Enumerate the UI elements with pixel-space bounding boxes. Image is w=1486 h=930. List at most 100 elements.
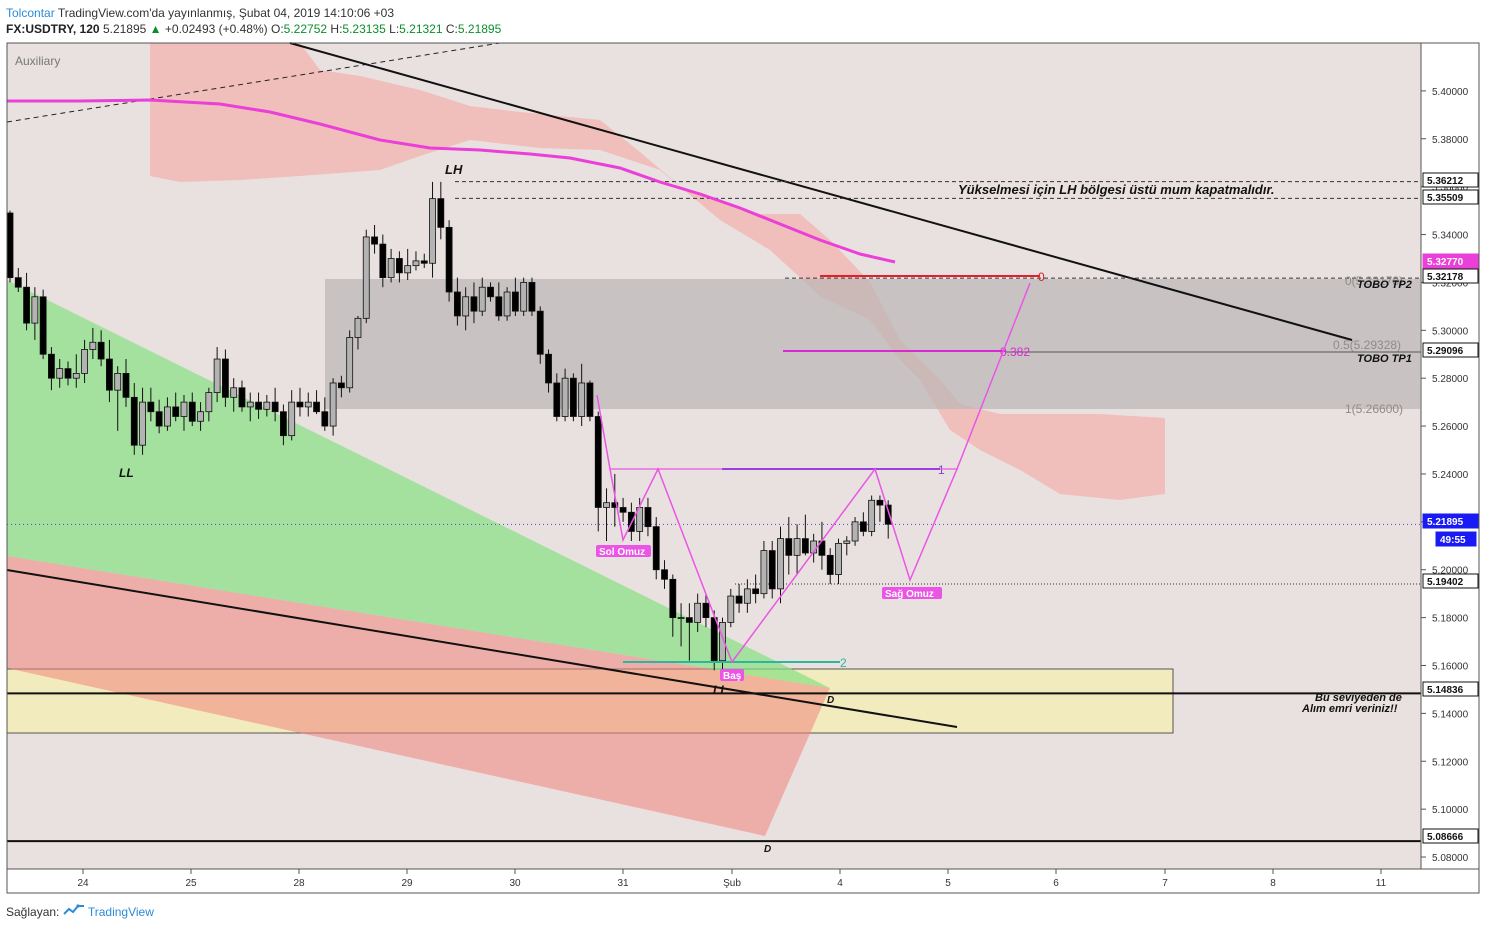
fib-0382-label: 0.382 — [1000, 345, 1030, 359]
candle-body — [222, 358, 229, 398]
price-tag-text: 5.32770 — [1427, 257, 1464, 268]
d-label-2: D — [764, 844, 771, 855]
x-tick-label: 25 — [185, 878, 197, 889]
cloud-area — [150, 43, 1165, 500]
x-tick-label: 6 — [1053, 878, 1059, 889]
y-tick-label: 5.16000 — [1432, 661, 1469, 672]
tobo-tp2-label: TOBO TP2 — [1357, 279, 1412, 291]
buy-note-1: Bu seviyeden de — [1315, 692, 1402, 704]
candle-body — [296, 401, 304, 408]
candle-body — [97, 341, 105, 360]
candle-body — [553, 382, 561, 417]
dashed-trendline — [6, 42, 501, 123]
up-arrow-icon: ▲ — [149, 22, 162, 36]
candle-body — [420, 260, 428, 264]
candle-body — [478, 286, 486, 312]
candle-body — [793, 538, 801, 556]
x-tick-label: 7 — [1162, 878, 1168, 889]
candle-body — [603, 502, 610, 508]
ohlc-high-label: H: — [330, 22, 343, 36]
candle-body — [362, 236, 370, 319]
candle-body — [31, 296, 39, 324]
candle-body — [735, 595, 743, 604]
candle-body — [180, 401, 188, 417]
candle-body — [395, 258, 403, 274]
candle-body — [545, 353, 552, 384]
candle-body — [470, 296, 478, 312]
candle-body — [777, 538, 784, 590]
candle-body — [760, 550, 768, 595]
symbol-label[interactable]: FX:USDTRY, 120 — [6, 22, 100, 36]
candle-body — [404, 265, 412, 274]
candle-body — [586, 382, 594, 417]
y-tick-label: 5.34000 — [1432, 231, 1469, 242]
candle-body — [702, 602, 710, 619]
price-tag-box — [1422, 172, 1479, 188]
candle-body — [561, 377, 569, 417]
price-tag-box — [1435, 531, 1477, 547]
lower-trendline — [6, 569, 958, 728]
x-tick-label: 24 — [77, 878, 89, 889]
candle-body — [445, 226, 453, 293]
y-tick-label: 5.40000 — [1432, 87, 1469, 98]
candle-body — [271, 401, 279, 413]
x-tick-label: 8 — [1270, 878, 1276, 889]
publish-header: Tolcontar TradingView.com'da yayınlanmış… — [6, 6, 394, 20]
ll-bottom-label: LL — [713, 683, 728, 697]
candle-body — [56, 368, 64, 379]
candle-body — [536, 310, 544, 355]
candle-body — [280, 411, 287, 437]
candles — [6, 181, 892, 671]
price-tag-text: 5.35509 — [1427, 193, 1464, 204]
symbol-header: FX:USDTRY, 120 5.21895 ▲ +0.02493 (+0.48… — [6, 22, 501, 36]
ll-left-label: LL — [119, 466, 134, 480]
y-tick-label: 5.32000 — [1432, 278, 1469, 289]
green-fan — [7, 280, 830, 688]
red-fan — [7, 556, 830, 836]
candle-body — [495, 296, 503, 317]
x-tick-label: 4 — [837, 878, 843, 889]
candle-body — [719, 621, 726, 662]
price-tag-box — [1422, 189, 1479, 205]
candle-body — [876, 499, 884, 506]
candle-body — [238, 387, 246, 408]
y-tick-label: 5.26000 — [1432, 422, 1469, 433]
footer-text: Sağlayan: — [6, 905, 60, 919]
candle-body — [263, 401, 271, 410]
x-tick-label: 11 — [1376, 878, 1387, 889]
price-tag-text: 5.32178 — [1427, 272, 1464, 283]
fib-1-price-label: 1(5.26600) — [1345, 402, 1403, 416]
price-tag-box — [1422, 513, 1479, 529]
candle-body — [329, 382, 337, 427]
candle-body — [727, 595, 735, 623]
candle-body — [346, 337, 354, 389]
y-tick-label: 5.38000 — [1432, 135, 1469, 146]
y-tick-label: 5.14000 — [1432, 709, 1469, 720]
candle-body — [677, 617, 685, 620]
tradingview-link[interactable]: TradingView — [87, 905, 154, 919]
candle-body — [859, 521, 867, 532]
candle-body — [685, 617, 693, 623]
candle-body — [694, 602, 702, 623]
candle-body — [106, 358, 113, 391]
plot-frame — [6, 42, 1480, 894]
candle-body — [304, 401, 312, 408]
candle-body — [14, 277, 22, 288]
y-tick-label: 5.18000 — [1432, 614, 1469, 625]
x-tick-label: 30 — [509, 878, 521, 889]
x-tick-label: 29 — [401, 878, 413, 889]
candle-body — [139, 401, 146, 446]
candle-body — [826, 554, 834, 575]
candle-body — [39, 296, 47, 355]
fib-1-label: 1 — [938, 463, 945, 477]
author-name[interactable]: Tolcontar — [6, 6, 55, 20]
candle-body — [354, 317, 362, 338]
x-tick-label: 31 — [617, 878, 629, 889]
candle-body — [835, 542, 842, 575]
candle-body — [437, 198, 445, 228]
fib-2-label: 2 — [840, 656, 847, 670]
tradingview-logo-icon[interactable] — [63, 904, 88, 919]
candle-body — [412, 260, 420, 267]
candle-body — [743, 588, 751, 604]
